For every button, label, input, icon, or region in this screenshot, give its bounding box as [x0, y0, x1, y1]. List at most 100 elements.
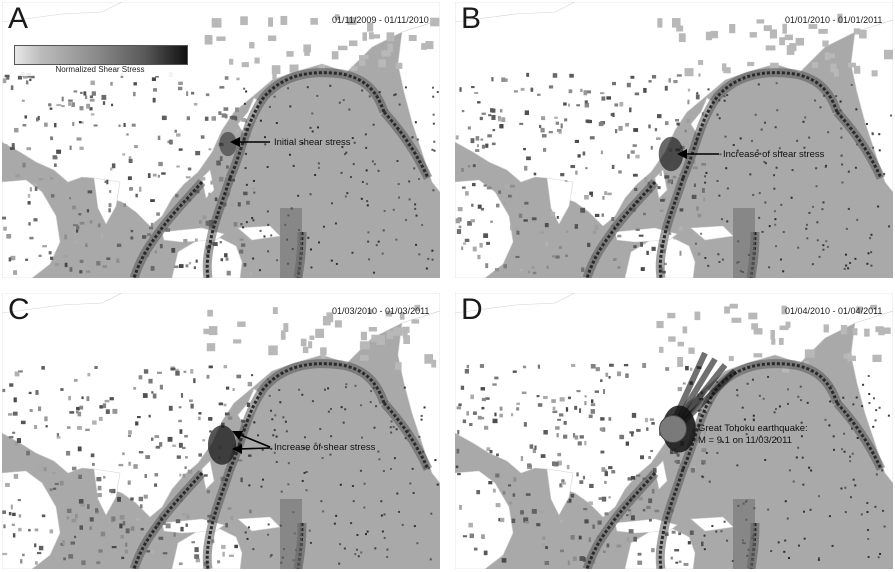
- stress-cell: [251, 217, 254, 220]
- stress-cell: [472, 411, 477, 415]
- stress-cell: [386, 548, 389, 551]
- land-patch: [233, 339, 242, 344]
- stress-cell: [179, 473, 182, 477]
- stress-cell: [519, 122, 524, 125]
- stress-cell: [73, 240, 79, 245]
- stress-cell: [139, 186, 142, 192]
- stress-cell: [143, 369, 149, 374]
- stress-cell: [633, 245, 637, 249]
- legend-label: Normalized Shear Stress: [55, 65, 145, 74]
- stress-cell: [275, 122, 278, 125]
- stress-cell: [563, 102, 567, 106]
- stress-cell: [22, 74, 28, 79]
- stress-cell: [373, 271, 376, 274]
- land-patch: [320, 347, 327, 355]
- stress-cell: [432, 122, 435, 125]
- stress-cell: [480, 387, 485, 391]
- stress-cell: [791, 169, 794, 172]
- panel-b: B 01/01/2010 - 01/01/2011 Increase of sh…: [455, 2, 893, 278]
- stress-cell: [635, 154, 640, 159]
- stress-cell: [715, 530, 718, 533]
- stress-cell: [491, 108, 496, 113]
- stress-cell: [76, 229, 79, 233]
- stress-cell: [566, 230, 569, 233]
- stress-cell: [788, 469, 791, 472]
- stress-cell: [616, 544, 622, 548]
- stress-cell: [558, 413, 564, 417]
- stress-cell: [877, 556, 880, 559]
- stress-cell: [701, 448, 707, 452]
- stress-cell: [872, 397, 875, 400]
- stress-cell: [849, 261, 852, 264]
- stress-cell: [208, 192, 211, 197]
- stress-cell: [143, 494, 148, 499]
- stress-cell: [701, 475, 704, 478]
- stress-cell: [670, 556, 673, 560]
- land-patch: [371, 34, 381, 39]
- annotation-tohoku-earthquake: Great Tohoku earthquake: M = 9.1 on 11/0…: [698, 423, 808, 447]
- stress-cell: [499, 124, 504, 129]
- stress-cell: [845, 227, 848, 230]
- stress-cell: [133, 386, 137, 390]
- stress-cell: [259, 229, 262, 232]
- stress-cell: [773, 210, 776, 213]
- stress-cell: [867, 374, 870, 377]
- land-patch: [837, 13, 843, 23]
- stress-cell: [513, 477, 517, 482]
- stress-cell: [695, 242, 698, 245]
- stress-cell: [690, 467, 695, 473]
- stress-cell: [33, 425, 38, 429]
- stress-cell: [718, 260, 721, 263]
- stress-cell: [240, 477, 243, 483]
- stress-cell: [159, 243, 163, 249]
- stress-cell: [106, 179, 109, 185]
- stress-cell: [157, 135, 161, 141]
- stress-cell: [90, 503, 93, 506]
- stress-cell: [413, 525, 416, 528]
- stress-cell: [544, 560, 550, 565]
- stress-cell: [589, 136, 595, 140]
- stress-cell: [642, 508, 646, 512]
- stress-cell: [79, 221, 85, 225]
- stress-cell: [719, 153, 722, 156]
- stress-cell: [726, 187, 729, 190]
- stress-cell: [352, 163, 355, 166]
- stress-cell: [111, 516, 116, 522]
- panel-c: C 01/03/2010 - 01/03/2011 Increase of sh…: [2, 293, 440, 569]
- stress-cell: [156, 212, 160, 216]
- stress-cell: [432, 113, 435, 116]
- stress-cell: [822, 248, 825, 251]
- stress-cell: [806, 401, 809, 404]
- landmass: [455, 293, 576, 314]
- stress-cell: [697, 409, 700, 412]
- stress-cell: [633, 536, 637, 542]
- stress-cell: [750, 139, 753, 142]
- stress-cell: [661, 197, 666, 201]
- stress-cell: [612, 112, 615, 118]
- stress-cell: [840, 487, 843, 490]
- stress-cell: [354, 384, 357, 387]
- stress-cell: [112, 408, 118, 414]
- land-patch: [207, 309, 213, 317]
- stress-cell: [601, 213, 604, 217]
- stress-cell: [389, 426, 392, 429]
- stress-cell: [133, 91, 136, 97]
- stress-cell: [288, 153, 291, 156]
- land-patch: [830, 63, 837, 73]
- stress-cell: [640, 455, 645, 460]
- stress-cell: [648, 498, 653, 504]
- stress-cell: [175, 519, 181, 524]
- stress-cell: [606, 96, 612, 100]
- stress-cell: [832, 435, 835, 438]
- stress-cell: [356, 533, 359, 536]
- stress-cell: [492, 418, 498, 424]
- stress-cell: [3, 226, 7, 231]
- stress-cell: [70, 541, 76, 545]
- stress-cell: [100, 233, 104, 239]
- stress-cell: [225, 523, 229, 528]
- stress-cell: [266, 165, 269, 168]
- stress-cell: [520, 510, 524, 515]
- stress-cell: [364, 533, 367, 536]
- stress-cell: [83, 91, 87, 96]
- stress-cell: [760, 128, 763, 131]
